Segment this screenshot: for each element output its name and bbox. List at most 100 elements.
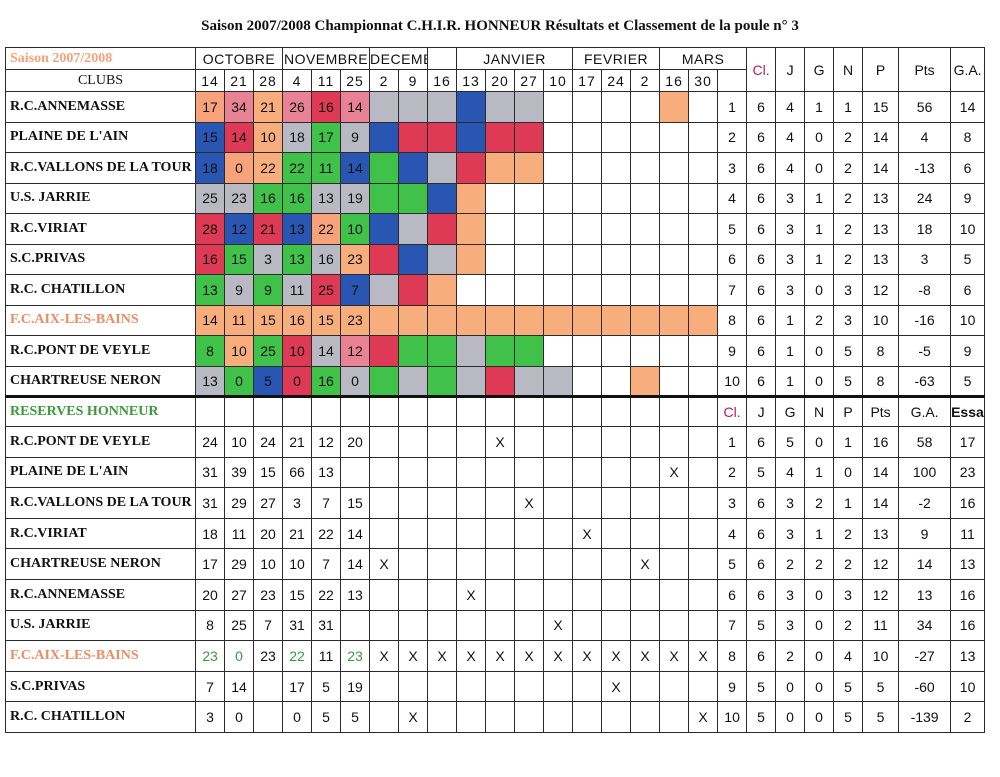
score-cell [456,487,487,519]
match-day: 20 [485,69,516,92]
score-cell: 0 [282,365,313,397]
standing-cell: 3 [775,517,806,550]
reserves-title: RESERVES HONNEUR [5,395,196,427]
score-cell [427,213,458,245]
score-cell [456,670,487,703]
honneur-row: R.C.PONT DE VEYLE 8 10 25 10 14 12 9 6 1 0 5 8 -5 9 [5,335,986,367]
score-cell: 10 [252,121,284,153]
standing-cell: 3 [775,182,806,214]
score-cell: 0 [224,365,254,397]
standing-header: J [775,47,806,92]
standing-cell: 3 [775,487,806,519]
score-cell [543,548,574,580]
score-cell [688,213,719,245]
score-cell: 0 [224,701,254,733]
rank-cell: 6 [717,578,748,611]
score-cell: 7 [311,487,342,519]
honneur-row: U.S. JARRIE 25 23 16 16 13 19 4 6 3 1 2 13 24 9 [5,182,986,214]
score-cell [659,91,690,123]
score-cell [543,365,574,397]
standing-cell: 1 [804,456,835,489]
bye-mark: X [398,640,429,672]
score-cell [427,152,458,184]
empty-cell [630,395,661,427]
score-cell: 23 [340,640,371,672]
score-cell: 31 [195,487,225,519]
score-cell [601,456,632,489]
score-cell: 16 [311,91,342,123]
score-cell [485,487,516,519]
standing-cell: 5 [862,701,900,733]
score-cell: 27 [252,487,284,519]
club-name: S.C.PRIVAS [5,243,196,275]
reserves-row: R.C.PONT DE VEYLE 24 10 24 21 12 20 X 1 6 5 0 1 16 58 1… [5,426,986,458]
score-cell [572,182,603,214]
score-cell [514,609,545,642]
club-name: R.C.VALLONS DE LA TOUR [5,152,196,184]
standing-cell: 9 [898,517,952,550]
standing-cell: 13 [862,243,900,275]
match-day: 17 [572,69,603,92]
score-cell [543,456,574,489]
score-cell [427,701,458,733]
score-cell [630,487,661,519]
score-cell: 9 [224,274,254,306]
bye-mark: X [369,548,400,580]
standing-cell: 16 [950,487,986,519]
score-cell [659,487,690,519]
standing-cell: 10 [862,640,900,672]
score-cell: 17 [195,548,225,580]
standing-cell: 2 [833,517,864,550]
standing-cell: 24 [898,182,952,214]
score-cell [456,701,487,733]
standing-cell: 13 [950,640,986,672]
score-cell [659,335,690,367]
standing-cell: 2 [833,548,864,580]
score-cell: 15 [252,304,284,336]
score-cell [688,365,719,397]
standing-cell: 14 [862,487,900,519]
score-cell [601,91,632,123]
score-cell [485,121,516,153]
score-cell [659,426,690,458]
score-cell [369,182,400,214]
reserves-row: R.C.ANNEMASSE 20 27 23 15 22 13 X 6 6 3 0 3 12 13 16 [5,578,986,611]
score-cell: 17 [311,121,342,153]
score-cell: 12 [224,213,254,245]
score-cell [427,670,458,703]
score-cell [630,670,661,703]
score-cell: 3 [195,701,225,733]
standing-cell: 18 [898,213,952,245]
score-cell: 26 [282,91,313,123]
honneur-row: R.C.ANNEMASSE 17 34 21 26 16 14 1 6 4 1 1 15 56 14 [5,91,986,123]
score-cell [659,701,690,733]
standing-cell: 0 [804,365,835,397]
reserves-row: S.C.PRIVAS 7 14 17 5 19 X 9 5 0 0 5 5 -60 10 [5,670,986,703]
rank-cell: 4 [717,182,748,214]
honneur-row: R.C. CHATILLON 13 9 9 11 25 7 7 6 3 0 3 12 -8 6 [5,274,986,306]
empty-cell [252,395,284,427]
score-cell [514,426,545,458]
standing-cell: 1 [775,365,806,397]
score-cell: 18 [195,152,225,184]
empty-cell [543,395,574,427]
score-cell [456,152,487,184]
score-cell [572,701,603,733]
score-cell [369,121,400,153]
score-cell: 16 [252,182,284,214]
reserves-row: F.C.AIX-LES-BAINS 23 0 23 22 11 23 X X X X X X X X X X X X… [5,640,986,672]
score-cell: 9 [252,274,284,306]
results-table: Saison 2007/2008OCTOBRENOVEMBREDECEMBRE J… [5,47,986,733]
standing-cell: 13 [898,578,952,611]
score-cell [252,670,284,703]
score-cell [688,517,719,550]
score-cell [485,517,516,550]
score-cell [659,548,690,580]
score-cell [398,456,429,489]
standing-cell: 5 [746,609,777,642]
bye-mark: X [688,640,719,672]
match-day: 30 [688,69,719,92]
score-cell: 15 [252,456,284,489]
score-cell: 23 [340,243,371,275]
standing-header: P [833,395,864,427]
